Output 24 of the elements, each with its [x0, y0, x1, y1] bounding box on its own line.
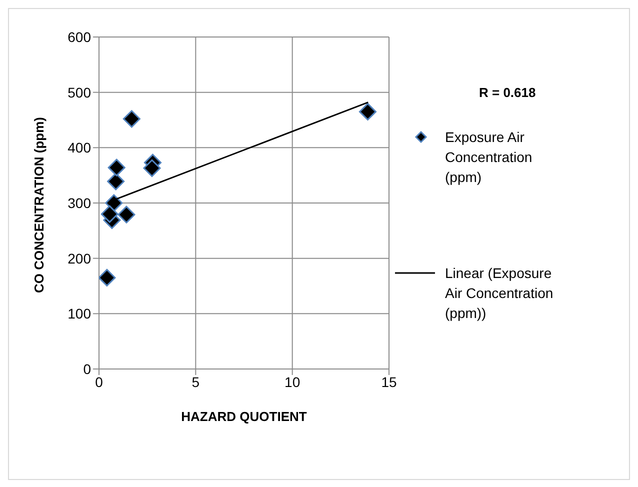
- y-tick-label: 600: [68, 28, 92, 45]
- y-tick-label: 100: [68, 306, 92, 322]
- point: [118, 206, 136, 224]
- point: [107, 172, 125, 190]
- x-tick-label: 5: [192, 374, 200, 390]
- point: [99, 268, 116, 286]
- x-axis-title: HAZARD QUOTIENT: [181, 409, 307, 424]
- point: [143, 159, 161, 177]
- point: [122, 110, 140, 128]
- y-tick-label: 400: [68, 140, 92, 156]
- y-tick-label: 300: [68, 194, 92, 211]
- point: [108, 158, 126, 176]
- y-tick-label: 500: [68, 84, 92, 100]
- point: [358, 102, 376, 120]
- text: R = 0.618: [479, 85, 536, 100]
- x-tick-label: 15: [381, 374, 397, 390]
- x-tick-label: 0: [95, 374, 104, 390]
- y-tick-label: 0: [83, 360, 92, 377]
- legend-label: Exposure Air Concentration (ppm): [445, 128, 534, 187]
- x-tick-label: 10: [284, 374, 300, 390]
- y-tick-label: 200: [68, 250, 92, 266]
- y-axis-title: CO CONCENTRATION (ppm): [32, 117, 47, 293]
- point: [100, 205, 118, 223]
- legend-label: Linear (Exposure Air Concentration (ppm)): [445, 264, 554, 323]
